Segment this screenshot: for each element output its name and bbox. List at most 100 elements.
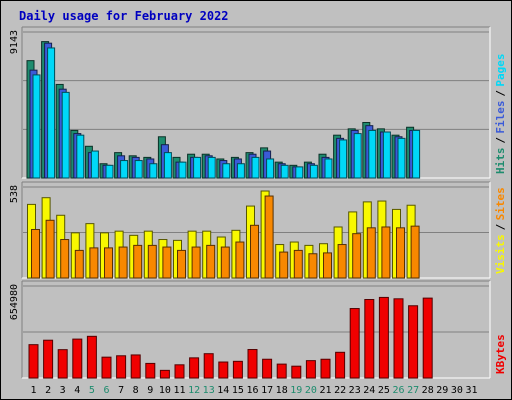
bar-hits-day-27 xyxy=(412,129,421,179)
bar-hits-day-19 xyxy=(295,166,304,179)
legend-pages: Pages xyxy=(494,53,507,86)
x-tick-label-day-30: 30 xyxy=(451,385,463,396)
bar-hits-day-4 xyxy=(76,134,85,179)
bar-sites-day-26 xyxy=(396,227,405,279)
bar-kbytes-day-18 xyxy=(276,363,287,379)
x-tick-label-day-3: 3 xyxy=(60,385,66,396)
bar-hits-day-16 xyxy=(251,156,260,179)
bar-hits-day-7 xyxy=(120,160,129,179)
legend-files: Files xyxy=(494,100,507,133)
x-tick-label-day-4: 4 xyxy=(74,385,80,396)
bar-kbytes-day-20 xyxy=(305,360,316,379)
bar-kbytes-day-27 xyxy=(408,305,419,379)
bar-hits-day-3 xyxy=(61,91,70,179)
bar-kbytes-day-28 xyxy=(422,297,433,379)
x-tick-label-day-25: 25 xyxy=(378,385,390,396)
bar-kbytes-day-26 xyxy=(393,298,404,379)
bar-sites-day-7 xyxy=(118,246,128,279)
x-tick-label-day-28: 28 xyxy=(422,385,434,396)
bar-sites-day-27 xyxy=(410,225,420,279)
x-tick-label-day-7: 7 xyxy=(118,385,124,396)
bar-kbytes-day-7 xyxy=(116,355,127,379)
bar-sites-day-5 xyxy=(89,247,99,279)
bar-sites-day-16 xyxy=(250,224,259,279)
x-tick-label-day-24: 24 xyxy=(363,385,375,396)
x-tick-label-day-10: 10 xyxy=(159,385,171,396)
bar-hits-day-14 xyxy=(222,163,231,179)
bar-sites-day-22 xyxy=(337,244,347,279)
x-tick-label-day-29: 29 xyxy=(436,385,448,396)
legend-visits: Visits xyxy=(494,234,507,274)
legend-separator: / xyxy=(494,223,507,230)
bar-kbytes-day-19 xyxy=(291,365,302,379)
bar-sites-day-25 xyxy=(381,226,391,279)
bar-sites-day-12 xyxy=(191,246,201,279)
bar-sites-day-11 xyxy=(177,249,186,279)
bar-sites-day-3 xyxy=(60,239,70,279)
x-tick-label-day-8: 8 xyxy=(133,385,139,396)
bar-sites-day-9 xyxy=(147,244,157,279)
bar-hits-day-8 xyxy=(134,160,143,179)
bar-sites-day-4 xyxy=(74,249,84,279)
bar-kbytes-day-2 xyxy=(43,339,54,379)
x-tick-label-day-12: 12 xyxy=(188,385,200,396)
x-tick-label-day-18: 18 xyxy=(276,385,288,396)
bar-kbytes-day-14 xyxy=(218,361,229,379)
bar-sites-day-15 xyxy=(235,241,245,279)
x-tick-label-day-2: 2 xyxy=(45,385,51,396)
bar-sites-day-6 xyxy=(104,247,113,279)
bar-kbytes-day-17 xyxy=(262,358,273,379)
x-tick-label-day-1: 1 xyxy=(30,385,36,396)
x-tick-label-day-16: 16 xyxy=(246,385,258,396)
bar-kbytes-day-15 xyxy=(232,360,243,379)
bar-hits-day-5 xyxy=(90,150,99,179)
bar-kbytes-day-11 xyxy=(174,364,185,379)
bar-kbytes-day-13 xyxy=(203,353,214,379)
bar-hits-day-15 xyxy=(236,163,245,179)
bar-hits-day-6 xyxy=(105,164,114,179)
panel-hits-files-pages-max-label: 9143 xyxy=(9,30,20,54)
x-tick-label-day-9: 9 xyxy=(147,385,153,396)
bar-hits-day-23 xyxy=(353,133,362,179)
x-tick-label-day-15: 15 xyxy=(232,385,244,396)
bar-hits-day-21 xyxy=(324,158,333,179)
bar-sites-day-23 xyxy=(352,233,362,279)
bar-kbytes-day-3 xyxy=(57,349,68,379)
bar-hits-day-20 xyxy=(309,164,318,179)
legend-hits: Hits xyxy=(494,148,507,175)
bar-sites-day-10 xyxy=(162,246,172,279)
bar-sites-day-24 xyxy=(366,227,376,279)
bar-kbytes-day-22 xyxy=(335,351,346,379)
bar-hits-day-17 xyxy=(266,158,275,179)
legend-separator: / xyxy=(494,137,507,144)
bar-kbytes-day-16 xyxy=(247,349,258,379)
x-tick-label-day-26: 26 xyxy=(392,385,404,396)
bar-sites-day-20 xyxy=(308,253,318,279)
x-tick-label-day-22: 22 xyxy=(334,385,346,396)
bar-kbytes-day-5 xyxy=(86,335,97,379)
bar-kbytes-day-24 xyxy=(364,299,375,379)
legend-kbytes: KBytes xyxy=(494,334,507,374)
bar-kbytes-day-21 xyxy=(320,358,331,379)
bar-kbytes-day-8 xyxy=(130,354,141,379)
bar-sites-day-2 xyxy=(45,219,55,279)
bar-hits-day-22 xyxy=(339,139,348,179)
bar-kbytes-day-25 xyxy=(378,296,389,379)
bar-hits-day-13 xyxy=(207,156,216,179)
legend-separator: / xyxy=(494,90,507,97)
bar-sites-day-8 xyxy=(133,244,143,279)
bar-kbytes-day-6 xyxy=(101,356,112,379)
bar-hits-day-2 xyxy=(47,47,56,179)
bar-kbytes-day-23 xyxy=(349,308,360,379)
x-tick-label-day-20: 20 xyxy=(305,385,317,396)
bar-hits-day-25 xyxy=(382,131,391,179)
bar-kbytes-day-4 xyxy=(72,338,83,379)
x-tick-label-day-27: 27 xyxy=(407,385,419,396)
x-tick-label-day-5: 5 xyxy=(89,385,95,396)
panel-kbytes-max-label: 654980 xyxy=(9,284,20,320)
bar-hits-day-18 xyxy=(280,164,289,179)
x-tick-label-day-19: 19 xyxy=(290,385,302,396)
bar-sites-day-14 xyxy=(220,246,230,279)
bar-kbytes-day-12 xyxy=(189,357,200,379)
